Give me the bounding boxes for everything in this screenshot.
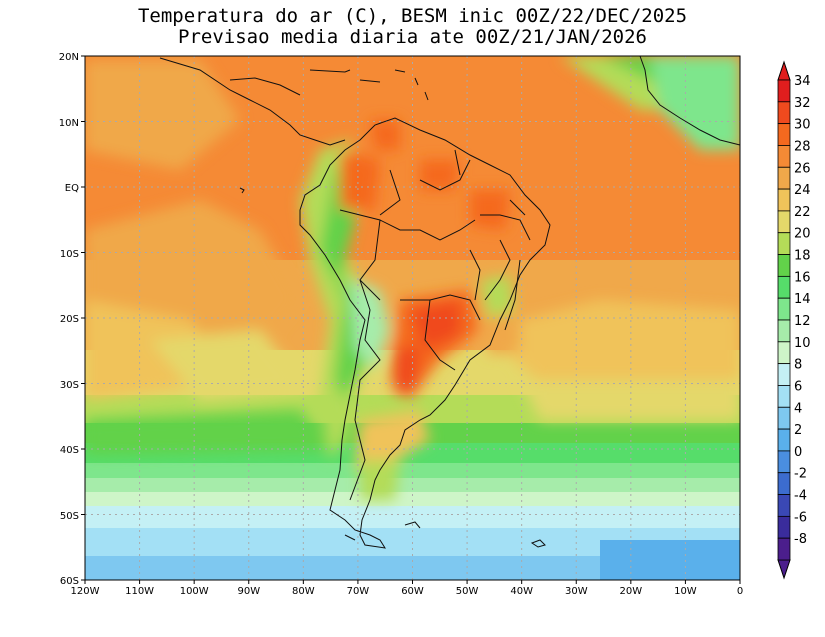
lon-tick-label: 110W <box>125 586 154 597</box>
lon-tick-label: 40W <box>510 586 533 597</box>
lat-tick-label: 10N <box>59 118 79 129</box>
falkland-islands <box>530 539 546 548</box>
colorbar-label: 28 <box>794 139 811 154</box>
colorbar-label: 34 <box>794 74 811 89</box>
colorbar-swatch <box>777 232 791 255</box>
lon-tick-label: 60W <box>401 586 424 597</box>
colorbar-swatch <box>777 385 791 408</box>
colorbar-swatch <box>777 319 791 343</box>
map-title-line-2: Previsao media diaria ate 00Z/21/JAN/202… <box>178 26 647 48</box>
colorbar-over-arrow <box>777 60 791 81</box>
colorbar-swatch <box>777 254 791 277</box>
caribbean-islands <box>309 69 429 101</box>
lat-tick-label: 20S <box>60 314 79 325</box>
lon-tick-label: 120W <box>71 586 100 597</box>
colorbar-label: 10 <box>794 336 811 351</box>
lat-tick-label: 60S <box>60 576 79 587</box>
colorbar-under-arrow <box>777 559 791 580</box>
colorbar-swatch <box>777 79 791 103</box>
colorbar-swatch <box>777 450 791 474</box>
axis-tick-marks <box>81 55 741 584</box>
colorbar-label: 0 <box>794 445 802 460</box>
lon-tick-label: 10W <box>674 586 697 597</box>
colorbar-swatch <box>777 363 791 386</box>
colorbar-label: 22 <box>794 205 811 220</box>
lon-tick-label: 80W <box>292 586 315 597</box>
colorbar-label: 30 <box>794 118 811 133</box>
south-america-coastline <box>299 117 551 549</box>
colorbar-swatch <box>777 166 791 190</box>
colorbar-label: 16 <box>794 270 811 285</box>
latitude-axis: 20N 10N EQ 10S 20S 30S 40S 50S 60S <box>59 52 79 587</box>
lon-tick-label: 50W <box>456 586 479 597</box>
lat-tick-label: 20N <box>59 52 79 63</box>
colorbar-swatch <box>777 537 791 561</box>
colorbar-label: 26 <box>794 161 811 176</box>
field-band-8 <box>85 506 740 528</box>
colorbar-label: -2 <box>794 467 807 482</box>
colorbar-swatch <box>777 472 791 495</box>
central-america-coastline <box>159 57 346 146</box>
colorbar-label: 32 <box>794 96 811 111</box>
lat-tick-label: 10S <box>60 249 79 260</box>
colorbar-swatch <box>777 188 791 212</box>
galapagos-islands <box>239 187 245 194</box>
temperature-field <box>85 56 740 580</box>
lon-tick-label: 70W <box>347 586 370 597</box>
fuegian-islands <box>344 521 421 541</box>
lon-tick-label: 20W <box>619 586 642 597</box>
africa-coastline <box>639 55 741 146</box>
colorbar-swatch <box>777 341 791 365</box>
lon-tick-label: 30W <box>565 586 588 597</box>
colorbar-swatch <box>777 406 791 430</box>
colorbar-label: 24 <box>794 183 811 198</box>
map-title-line-1: Temperatura do ar (C), BESM inic 00Z/22/… <box>137 5 688 27</box>
colorbar-swatch <box>777 515 791 539</box>
colorbar-swatch <box>777 101 791 125</box>
colorbar-label: 2 <box>794 423 802 438</box>
colorbar-label: 14 <box>794 292 811 307</box>
colorbar-swatch <box>777 145 791 168</box>
coastlines <box>159 55 741 549</box>
colorbar-label: -6 <box>794 510 807 525</box>
lon-tick-label: 100W <box>180 586 209 597</box>
graticule <box>85 56 740 580</box>
colorbar-swatch <box>777 210 791 234</box>
lon-tick-label: 0 <box>737 586 743 597</box>
colorbar-swatch <box>777 123 791 146</box>
colorbar-label: 6 <box>794 379 802 394</box>
colorbar-label: 8 <box>794 358 802 373</box>
field-patch-2 <box>600 540 740 580</box>
colorbar-label: 4 <box>794 401 802 416</box>
lat-tick-label: 30S <box>60 380 79 391</box>
lon-tick-label: 90W <box>237 586 260 597</box>
colorbar-label: 20 <box>794 227 811 242</box>
colorbar-label: 12 <box>794 314 811 329</box>
colorbar-swatch <box>777 494 791 517</box>
colorbar-swatch <box>777 297 791 321</box>
colorbar-label: 18 <box>794 249 811 264</box>
colorbar-label: -8 <box>794 532 807 547</box>
lat-tick-label: EQ <box>65 183 79 194</box>
colorbar-swatch <box>777 428 791 452</box>
field-regional-patches <box>85 56 740 500</box>
lat-tick-label: 50S <box>60 511 79 522</box>
colorbar-label: -4 <box>794 489 807 504</box>
longitude-axis: 120W 110W 100W 90W 80W 70W 60W 50W 40W 3… <box>71 586 744 597</box>
lat-tick-label: 40S <box>60 445 79 456</box>
colorbar-swatch <box>777 275 791 299</box>
country-borders <box>339 149 531 501</box>
